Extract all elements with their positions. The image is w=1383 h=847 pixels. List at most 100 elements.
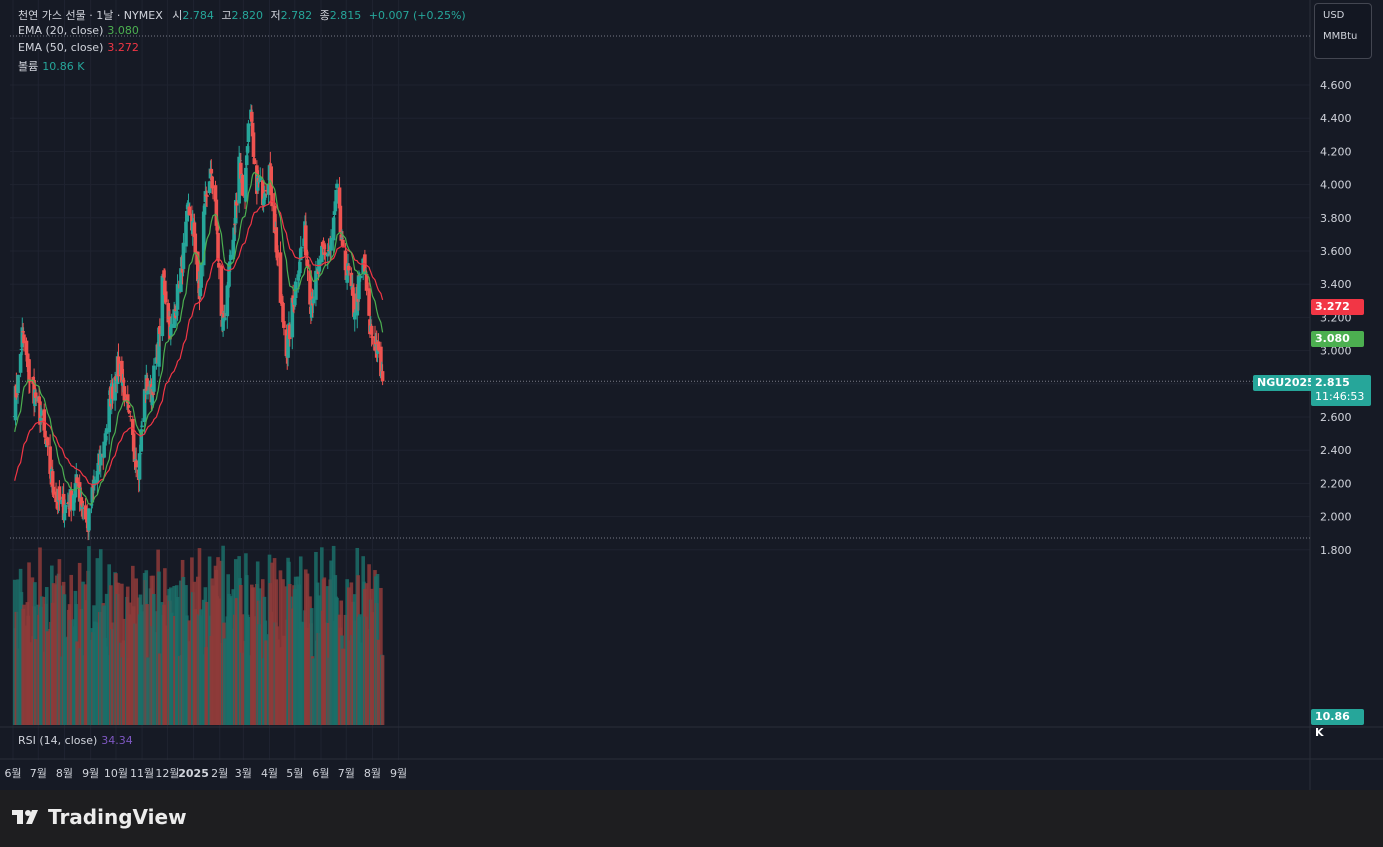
y-tick-label: 2.000 <box>1320 511 1352 524</box>
volume-bar <box>163 625 168 725</box>
candle-body <box>379 346 383 377</box>
change-value: +0.007 (+0.25%) <box>368 9 466 22</box>
ema20-legend[interactable]: EMA (20, close) 3.080 <box>18 24 139 37</box>
candle-body <box>202 205 207 215</box>
y-tick-label: 3.400 <box>1320 278 1352 291</box>
candle-body <box>222 317 227 321</box>
price-chart[interactable]: 1.8002.0002.2002.4002.6002.8003.0003.200… <box>0 0 1383 790</box>
volume-bar <box>205 601 209 725</box>
ema50-legend[interactable]: EMA (50, close) 3.272 <box>18 41 139 54</box>
unit-label[interactable]: MMBtu <box>1323 31 1358 42</box>
candle-body <box>174 311 179 316</box>
last-price: 2.815 <box>1315 376 1350 389</box>
volume-bar <box>317 595 322 725</box>
volume-bar <box>57 559 62 725</box>
candle-body <box>131 433 136 452</box>
x-tick-label: 3월 <box>235 767 252 780</box>
x-tick-label: 7월 <box>338 767 355 780</box>
volume-bar <box>157 571 161 725</box>
candle-body <box>28 380 32 382</box>
candle-body <box>209 169 214 174</box>
candle-body <box>90 487 95 503</box>
unit-selector[interactable]: USD MMBtu <box>1314 3 1372 59</box>
x-tick-label: 9월 <box>82 767 99 780</box>
rsi-legend[interactable]: RSI (14, close) 34.34 <box>18 734 133 747</box>
x-tick-label: 9월 <box>390 767 407 780</box>
close-value: 2.815 <box>329 9 362 22</box>
candle-body <box>323 252 328 256</box>
currency-label[interactable]: USD <box>1323 10 1345 21</box>
open-label: 시 <box>172 9 183 22</box>
candle-body <box>331 217 336 241</box>
volume-bar <box>276 639 280 725</box>
ema20-line <box>14 171 384 505</box>
chart-area[interactable]: 1.8002.0002.2002.4002.6002.8003.0003.200… <box>0 0 1383 790</box>
volume-bar <box>305 573 310 725</box>
volume-bar <box>364 583 369 725</box>
candle-body <box>268 164 273 166</box>
x-tick-label: 8월 <box>364 767 381 780</box>
volume-bar <box>211 585 215 725</box>
volume-bar <box>376 639 381 725</box>
candle-body <box>120 380 125 386</box>
candle-body <box>215 225 219 231</box>
ema50-line <box>14 200 384 486</box>
open-value: 2.784 <box>182 9 214 22</box>
tradingview-logo[interactable]: TradingView <box>12 805 187 829</box>
candle-body <box>145 378 149 394</box>
volume-bar <box>51 583 56 725</box>
y-tick-label: 4.600 <box>1320 79 1352 92</box>
candle-body <box>16 374 20 394</box>
volume-bar <box>169 612 174 725</box>
candle-body <box>380 371 385 382</box>
candle-body <box>275 249 279 258</box>
ema20-value: 3.080 <box>107 24 139 37</box>
candle-body <box>332 211 337 215</box>
candle-body <box>121 379 126 383</box>
candle-body <box>110 386 115 399</box>
x-tick-label: 10월 <box>104 767 128 780</box>
volume-bar <box>270 562 274 725</box>
candle-body <box>338 205 343 233</box>
candle-body <box>251 132 256 157</box>
candle-body <box>211 186 215 188</box>
candle-body <box>326 250 331 252</box>
volume-bar <box>329 560 333 725</box>
ema20-label: EMA (20, close) <box>18 24 104 37</box>
candle-body <box>233 200 238 224</box>
candle-body <box>205 195 209 197</box>
candle-body <box>134 460 138 468</box>
x-tick-label: 2025 <box>178 767 209 780</box>
candle-body <box>367 288 371 316</box>
candle-body <box>87 508 91 531</box>
candle-body <box>77 482 82 502</box>
volume-bar <box>45 631 50 725</box>
candle-body <box>255 175 260 191</box>
symbol-name: 천연 가스 선물 · 1날 · NYMEX <box>18 9 163 22</box>
candle-body <box>132 451 137 463</box>
candle-body <box>142 389 147 423</box>
candle-body <box>81 507 85 509</box>
candle-body <box>264 190 268 192</box>
candle-body <box>329 237 333 251</box>
candle-body <box>21 331 25 333</box>
candle-body <box>122 386 127 401</box>
x-tick-label: 4월 <box>261 767 278 780</box>
candle-body <box>269 166 274 196</box>
candle-body <box>260 180 265 206</box>
candle-body <box>308 270 312 305</box>
y-tick-label: 3.000 <box>1320 345 1352 358</box>
candle-body <box>262 197 267 200</box>
candle-body <box>216 232 220 261</box>
candle-body <box>237 156 241 204</box>
candle-body <box>347 265 351 271</box>
volume-legend[interactable]: 볼륨 10.86 K <box>18 58 84 74</box>
ema50-price-tag: 3.272 <box>1311 299 1364 315</box>
candle-body <box>311 298 316 304</box>
volume-bar <box>128 602 133 725</box>
candle-body <box>376 341 381 351</box>
candle-body <box>186 202 191 209</box>
candle-body <box>83 505 88 520</box>
candle-body <box>363 254 367 272</box>
candle-body <box>227 263 231 287</box>
